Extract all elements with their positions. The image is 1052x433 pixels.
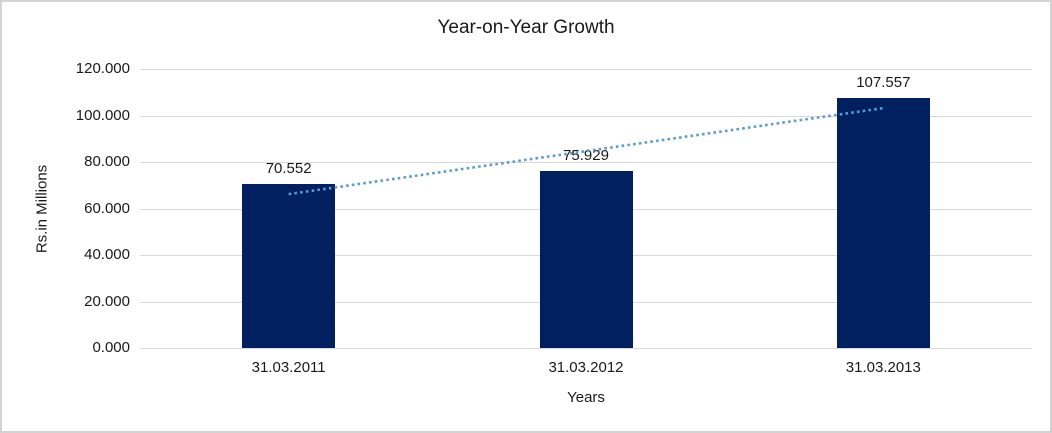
x-tick-label: 31.03.2011 [251, 359, 326, 376]
chart-title: Year-on-Year Growth [437, 17, 615, 38]
x-axis-title: Years [567, 389, 605, 406]
y-tick-label: 40.000 [84, 246, 130, 263]
x-axis-line [140, 348, 1032, 349]
bar-31.03.2012[interactable] [539, 171, 633, 348]
data-label: 75.929 [563, 147, 609, 165]
data-label: 70.552 [265, 159, 312, 177]
y-tick-label: 120.000 [75, 60, 130, 77]
data-label: 107.557 [856, 73, 911, 91]
y-tick-label: 100.000 [75, 106, 130, 124]
y-tick-label: 20.000 [84, 292, 130, 310]
gridline [140, 69, 1032, 70]
bar-31.03.2013[interactable] [836, 97, 930, 348]
x-tick-label: 31.03.2012 [548, 359, 624, 376]
x-tick-label: 31.03.2013 [845, 359, 921, 376]
bar-31.03.2011[interactable] [242, 183, 336, 348]
y-tick-label: 80.000 [84, 153, 130, 170]
y-tick-label: 0.000 [92, 339, 130, 356]
y-tick-label: 60.000 [84, 199, 130, 217]
